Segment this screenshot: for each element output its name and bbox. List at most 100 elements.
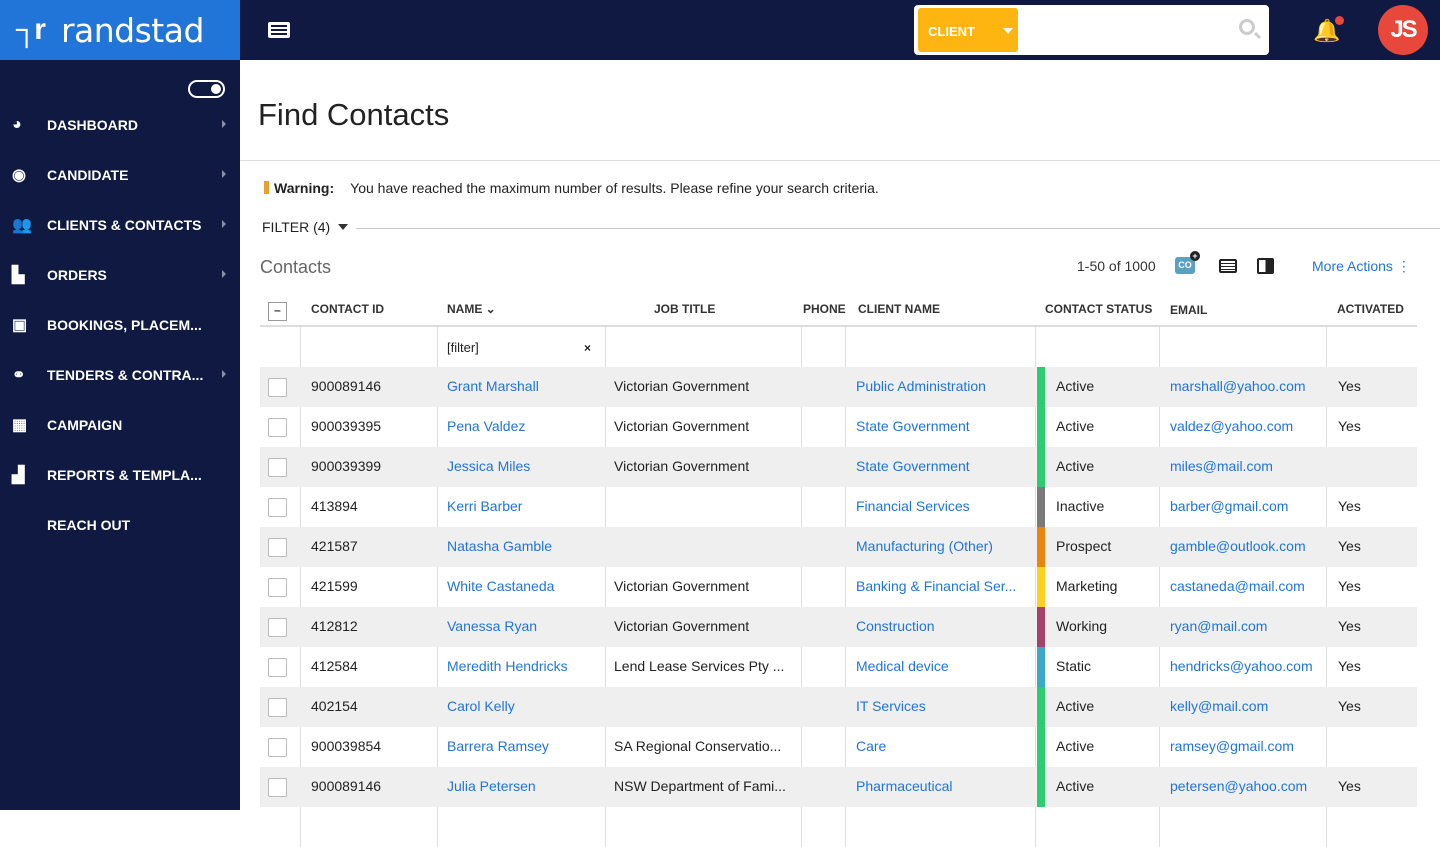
- table-row[interactable]: 413894 Kerri Barber Financial Services Inac…: [260, 487, 1417, 527]
- email-link[interactable]: miles@mail.com: [1170, 458, 1273, 474]
- client-name-link[interactable]: State Government: [856, 418, 970, 434]
- search-icon[interactable]: [1239, 19, 1255, 35]
- client-name-link[interactable]: Care: [856, 738, 887, 754]
- client-name-link[interactable]: IT Services: [856, 698, 926, 714]
- row-checkbox[interactable]: [268, 458, 287, 477]
- sidebar-item-label: ORDERS: [47, 267, 107, 283]
- client-name-link[interactable]: Banking & Financial Ser...: [856, 578, 1017, 594]
- row-checkbox[interactable]: [268, 778, 287, 797]
- sidebar-item-clients-contacts[interactable]: 👥 CLIENTS & CONTACTS: [0, 200, 240, 250]
- filter-toggle[interactable]: FILTER (4): [262, 219, 349, 235]
- table-row[interactable]: 402154 Carol Kelly IT Services Active kelly@…: [260, 687, 1417, 727]
- table-row[interactable]: 900089146 Julia Petersen NSW Department of…: [260, 767, 1417, 807]
- contact-id: 900089146: [311, 778, 382, 794]
- client-name-link[interactable]: Medical device: [856, 658, 949, 674]
- main-content: Find Contacts Warning: You have reached t…: [240, 60, 1440, 847]
- client-name-link[interactable]: Financial Services: [856, 498, 970, 514]
- table-row[interactable]: 412812 Vanessa Ryan Victorian Government Co…: [260, 607, 1417, 647]
- sidebar-toggle[interactable]: [188, 80, 225, 98]
- contact-name-link[interactable]: Julia Petersen: [447, 778, 536, 794]
- user-avatar[interactable]: JS: [1378, 5, 1428, 55]
- row-checkbox[interactable]: [268, 538, 287, 557]
- job-title: Victorian Government: [614, 458, 750, 474]
- email-link[interactable]: kelly@mail.com: [1170, 698, 1269, 714]
- header-contact-status[interactable]: CONTACT STATUS: [1045, 302, 1153, 316]
- row-checkbox[interactable]: [268, 418, 287, 437]
- contact-name-link[interactable]: Grant Marshall: [447, 378, 539, 394]
- table-row[interactable]: 421599 White Castaneda Victorian Governmen…: [260, 567, 1417, 607]
- table-row[interactable]: 900039395 Pena Valdez Victorian Government…: [260, 407, 1417, 447]
- more-actions-button[interactable]: More Actions ⋮: [1312, 258, 1411, 274]
- list-view-icon[interactable]: [1219, 259, 1237, 273]
- sidebar-item-reach-out[interactable]: REACH OUT: [0, 500, 240, 550]
- contact-status: Marketing: [1056, 578, 1118, 594]
- sidebar-item-bookings-placem[interactable]: ▣ BOOKINGS, PLACEM...: [0, 300, 240, 350]
- row-checkbox[interactable]: [268, 498, 287, 517]
- table-row[interactable]: 412584 Meredith Hendricks Lend Lease Servi…: [260, 647, 1417, 687]
- row-checkbox[interactable]: [268, 658, 287, 677]
- status-color-bar: [1037, 527, 1045, 567]
- email-link[interactable]: ramsey@gmail.com: [1170, 738, 1294, 754]
- header-phone[interactable]: PHONE: [803, 302, 846, 316]
- handshake-icon: ⚭: [12, 367, 26, 384]
- header-contact-id[interactable]: CONTACT ID: [311, 302, 385, 316]
- contact-name-link[interactable]: Vanessa Ryan: [447, 618, 538, 634]
- contact-name-link[interactable]: Kerri Barber: [447, 498, 523, 514]
- dashboard-icon: ◕: [12, 116, 22, 133]
- contact-name-link[interactable]: Carol Kelly: [447, 698, 515, 714]
- contact-name-link[interactable]: White Castaneda: [447, 578, 555, 594]
- client-name-link[interactable]: State Government: [856, 458, 970, 474]
- sidebar-item-orders[interactable]: ▙ ORDERS: [0, 250, 240, 300]
- sidebar-item-tenders-contra[interactable]: ⚭ TENDERS & CONTRA...: [0, 350, 240, 400]
- client-name-link[interactable]: Pharmaceutical: [856, 778, 953, 794]
- row-checkbox[interactable]: [268, 378, 287, 397]
- sidebar-item-reports-templa[interactable]: ▟ REPORTS & TEMPLA...: [0, 450, 240, 500]
- client-name-link[interactable]: Manufacturing (Other): [856, 538, 993, 554]
- email-link[interactable]: marshall@yahoo.com: [1170, 378, 1306, 394]
- header-name[interactable]: NAME ⌄: [447, 302, 496, 316]
- contact-name-link[interactable]: Barrera Ramsey: [447, 738, 549, 754]
- column-divider: [1035, 327, 1036, 847]
- email-link[interactable]: castaneda@mail.com: [1170, 578, 1305, 594]
- select-all-checkbox[interactable]: –: [268, 302, 287, 321]
- add-contact-icon[interactable]: CO: [1175, 251, 1200, 274]
- notifications-bell-icon[interactable]: 🔔: [1313, 16, 1345, 44]
- email-link[interactable]: gamble@outlook.com: [1170, 538, 1306, 554]
- contact-name-link[interactable]: Jessica Miles: [447, 458, 531, 474]
- contact-name-link[interactable]: Natasha Gamble: [447, 538, 553, 554]
- header-job-title[interactable]: JOB TITLE: [654, 302, 716, 316]
- search-input[interactable]: [1026, 15, 1226, 45]
- menu-list-icon[interactable]: [268, 22, 290, 38]
- sidebar-item-campaign[interactable]: ▦ CAMPAIGN: [0, 400, 240, 450]
- contact-name-link[interactable]: Meredith Hendricks: [447, 658, 568, 674]
- header-client-name[interactable]: CLIENT NAME: [858, 302, 940, 316]
- sidebar-item-label: CANDIDATE: [47, 167, 129, 183]
- job-title: Lend Lease Services Pty ...: [614, 658, 785, 674]
- email-link[interactable]: hendricks@yahoo.com: [1170, 658, 1313, 674]
- table-row[interactable]: 900089146 Grant Marshall Victorian Governm…: [260, 367, 1417, 407]
- row-checkbox[interactable]: [268, 618, 287, 637]
- header-activated[interactable]: ACTIVATED: [1337, 302, 1404, 316]
- client-name-link[interactable]: Construction: [856, 618, 935, 634]
- sidebar-item-candidate[interactable]: ◉ CANDIDATE: [0, 150, 240, 200]
- contact-name-link[interactable]: Pena Valdez: [447, 418, 526, 434]
- clear-filter-icon[interactable]: ×: [584, 341, 592, 355]
- job-title: NSW Department of Fami...: [614, 778, 786, 794]
- client-name-link[interactable]: Public Administration: [856, 378, 986, 394]
- email-link[interactable]: ryan@mail.com: [1170, 618, 1268, 634]
- sidebar-item-dashboard[interactable]: ◕ DASHBOARD: [0, 100, 240, 150]
- table-row[interactable]: 900039399 Jessica Miles Victorian Governme…: [260, 447, 1417, 487]
- row-checkbox[interactable]: [268, 698, 287, 717]
- row-checkbox[interactable]: [268, 578, 287, 597]
- email-link[interactable]: barber@gmail.com: [1170, 498, 1289, 514]
- email-link[interactable]: petersen@yahoo.com: [1170, 778, 1308, 794]
- table-row[interactable]: 421587 Natasha Gamble Manufacturing (Other…: [260, 527, 1417, 567]
- name-filter-input[interactable]: [filter]: [447, 340, 479, 355]
- search-scope-dropdown[interactable]: CLIENT: [918, 8, 1018, 52]
- row-checkbox[interactable]: [268, 738, 287, 757]
- table-row[interactable]: 900039854 Barrera Ramsey SA Regional Conse…: [260, 727, 1417, 767]
- randstad-logo[interactable]: ┐r randstad: [0, 0, 240, 60]
- header-email[interactable]: EMAIL: [1170, 303, 1208, 317]
- split-pane-icon[interactable]: [1257, 258, 1274, 274]
- email-link[interactable]: valdez@yahoo.com: [1170, 418, 1294, 434]
